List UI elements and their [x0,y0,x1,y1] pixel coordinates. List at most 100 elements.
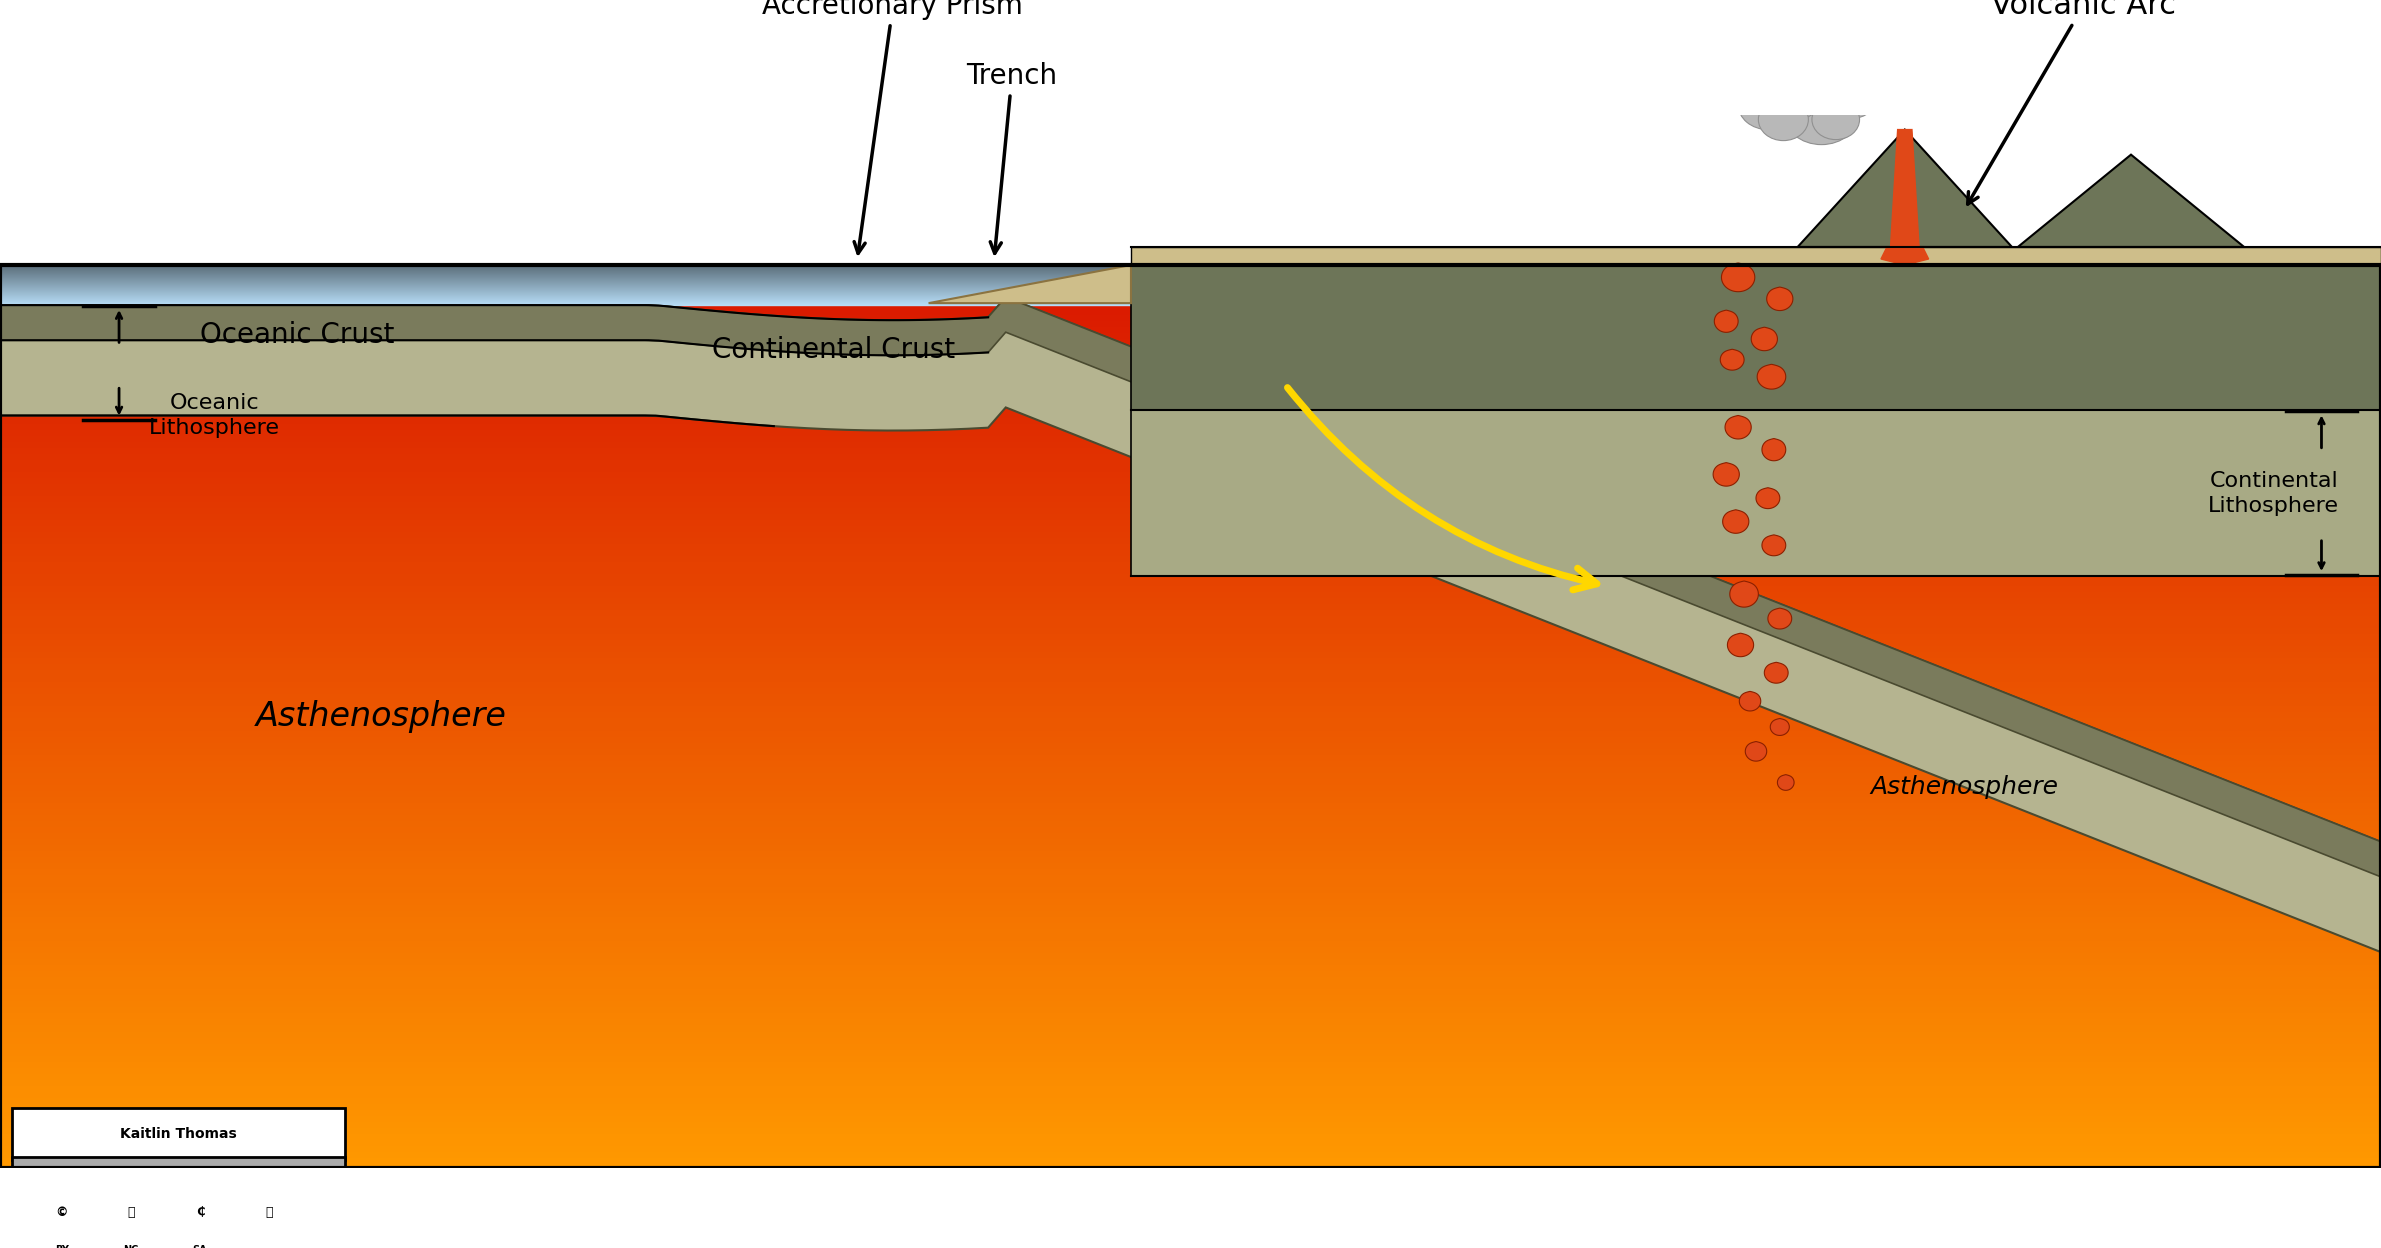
Polygon shape [0,650,2381,656]
Polygon shape [0,921,2381,927]
Polygon shape [0,831,2381,837]
Polygon shape [1721,263,1755,292]
Polygon shape [1769,608,1791,629]
Text: Kaitlin Thomas: Kaitlin Thomas [119,1127,238,1141]
Polygon shape [0,1053,2381,1060]
Polygon shape [0,572,2381,578]
Polygon shape [0,789,2381,795]
Polygon shape [0,567,2381,572]
Polygon shape [0,1066,2381,1072]
Polygon shape [0,837,2381,842]
Circle shape [98,1184,164,1241]
FancyBboxPatch shape [12,1108,345,1159]
Polygon shape [0,874,2381,879]
Polygon shape [0,970,2381,976]
Polygon shape [0,386,2381,392]
Polygon shape [0,313,2381,319]
Text: BY: BY [55,1246,69,1248]
Polygon shape [0,505,2381,512]
Polygon shape [1731,582,1757,607]
Text: Volcanic Arc: Volcanic Arc [1967,0,2176,205]
Circle shape [1779,50,1836,99]
Polygon shape [0,765,2381,771]
Polygon shape [0,362,2381,367]
Polygon shape [0,1083,2381,1090]
Polygon shape [0,759,2381,765]
Polygon shape [0,548,2381,554]
Polygon shape [0,686,2381,693]
Polygon shape [0,560,2381,567]
Polygon shape [1779,775,1793,790]
Polygon shape [1762,438,1786,461]
Polygon shape [0,735,2381,740]
Polygon shape [0,951,2381,957]
Polygon shape [0,693,2381,699]
Polygon shape [0,1119,2381,1126]
Polygon shape [0,283,2381,290]
Polygon shape [0,1036,2381,1042]
Circle shape [167,1184,233,1241]
Polygon shape [0,1162,2381,1168]
Polygon shape [0,987,2381,993]
Polygon shape [0,614,2381,620]
Polygon shape [0,1072,2381,1078]
Polygon shape [0,663,2381,669]
Circle shape [1783,80,1860,145]
Polygon shape [0,452,2381,458]
Polygon shape [0,819,2381,825]
Text: Asthenosphere: Asthenosphere [255,700,507,733]
Polygon shape [0,1102,2381,1108]
Polygon shape [0,897,2381,904]
Polygon shape [0,307,2381,313]
Polygon shape [0,271,2381,277]
Polygon shape [0,626,2381,633]
Polygon shape [1726,416,1750,439]
Polygon shape [1729,633,1752,656]
Text: ⓘ: ⓘ [126,1206,136,1218]
Polygon shape [1881,247,1929,265]
Polygon shape [0,825,2381,831]
Polygon shape [0,1060,2381,1066]
Polygon shape [0,940,2381,945]
Polygon shape [0,446,2381,452]
Polygon shape [0,1006,2381,1011]
Polygon shape [0,1042,2381,1047]
Polygon shape [0,644,2381,650]
Polygon shape [0,855,2381,861]
Polygon shape [1767,287,1793,311]
Polygon shape [0,343,2381,349]
Polygon shape [0,934,2381,940]
Polygon shape [0,439,2381,446]
Polygon shape [0,904,2381,909]
Polygon shape [1131,247,2381,265]
Polygon shape [0,729,2381,735]
Polygon shape [1752,327,1776,351]
Polygon shape [1764,663,1788,683]
Circle shape [236,1184,302,1241]
Polygon shape [929,265,1131,303]
Polygon shape [1891,130,1919,247]
Polygon shape [0,392,2381,397]
Polygon shape [0,494,2381,499]
Polygon shape [0,301,2381,307]
Polygon shape [0,633,2381,638]
Polygon shape [0,295,2381,301]
Polygon shape [0,518,2381,524]
Polygon shape [0,265,2381,271]
Polygon shape [2017,155,2243,247]
Text: ₵: ₵ [195,1206,205,1218]
Polygon shape [0,704,2381,710]
Polygon shape [0,976,2381,981]
Polygon shape [0,584,2381,590]
Polygon shape [0,1030,2381,1036]
Circle shape [1757,65,1826,121]
Polygon shape [0,993,2381,1000]
Polygon shape [0,290,2381,295]
Polygon shape [0,1078,2381,1083]
Polygon shape [0,373,2381,379]
Polygon shape [0,319,2381,326]
Polygon shape [0,356,2381,362]
Polygon shape [0,409,2381,416]
Polygon shape [0,1138,2381,1144]
Circle shape [1812,100,1860,140]
